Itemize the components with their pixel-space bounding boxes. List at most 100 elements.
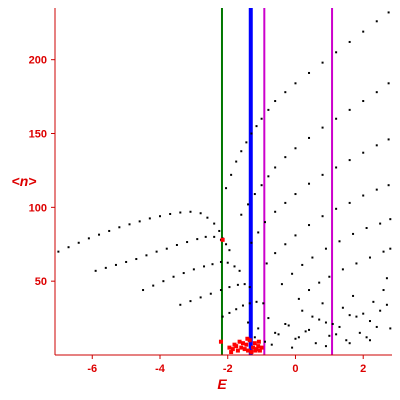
- data-point-s6-8: [308, 136, 311, 139]
- data-point-s5-10: [284, 91, 287, 94]
- data-point-s5-7: [260, 117, 263, 120]
- data-point-s4-4: [248, 302, 251, 305]
- red-point-18: [232, 342, 237, 347]
- data-point-s2-1: [152, 284, 155, 287]
- data-point-s5-5: [250, 132, 253, 135]
- data-point-s10-4: [341, 268, 344, 271]
- axes: [54, 8, 392, 356]
- data-point-s3-7: [243, 283, 246, 286]
- red-point-16: [259, 345, 264, 350]
- data-point-s7-1: [257, 231, 260, 234]
- data-point-s3-8: [248, 286, 251, 289]
- data-point-s0-7: [128, 223, 131, 226]
- data-point-s8-1: [274, 252, 277, 255]
- data-point-s11-37: [253, 336, 256, 339]
- data-point-s11-18: [294, 337, 297, 340]
- data-point-s11-4: [287, 324, 290, 327]
- data-point-s1-10: [196, 238, 199, 241]
- data-point-s5-11: [294, 82, 297, 85]
- y-tick-label-3: 200: [29, 55, 47, 67]
- data-point-s6-11: [348, 108, 351, 111]
- data-point-s0-14: [199, 212, 202, 215]
- data-point-s6-1: [247, 203, 250, 206]
- data-point-s1-6: [155, 250, 158, 253]
- data-point-s11-0: [247, 321, 250, 324]
- data-point-s5-6: [255, 125, 258, 128]
- data-point-s5-1: [230, 173, 233, 176]
- data-point-s8-4: [308, 224, 311, 227]
- data-point-s2-11: [238, 269, 241, 272]
- data-point-s7-2: [263, 221, 266, 224]
- data-point-s9-3: [311, 256, 314, 259]
- data-point-s10-8: [389, 247, 392, 250]
- data-point-s11-42: [368, 339, 371, 342]
- data-point-s0-10: [158, 215, 161, 218]
- data-point-s4-6: [262, 302, 265, 305]
- data-point-s0-13: [189, 210, 192, 213]
- x-tick-label-2: -2: [223, 363, 233, 375]
- data-point-s11-36: [382, 289, 385, 292]
- data-point-s2-5: [192, 268, 195, 271]
- data-point-s2-8: [219, 260, 222, 263]
- data-point-s10-1: [308, 289, 311, 292]
- data-point-s11-32: [341, 306, 344, 309]
- data-point-s11-21: [324, 321, 327, 324]
- data-point-s5-9: [274, 100, 277, 103]
- data-point-s6-12: [362, 100, 365, 103]
- data-point-s8-9: [375, 188, 378, 191]
- data-point-s6-4: [267, 175, 270, 178]
- data-point-s0-11: [169, 212, 172, 215]
- data-point-s8-10: [387, 184, 390, 187]
- data-point-s10-7: [382, 250, 385, 253]
- data-point-s4-3: [241, 304, 244, 307]
- data-point-s5-18: [387, 11, 390, 14]
- data-point-s11-23: [345, 339, 348, 342]
- data-point-s7-4: [284, 201, 287, 204]
- data-point-s2-9: [226, 261, 229, 264]
- data-point-s11-20: [314, 342, 317, 345]
- data-point-s11-29: [311, 315, 314, 318]
- data-point-s11-3: [277, 333, 280, 336]
- data-point-s8-5: [321, 215, 324, 218]
- data-point-s11-40: [324, 345, 327, 348]
- data-point-s1-11: [204, 235, 207, 238]
- red-point-22: [253, 348, 258, 353]
- data-point-s2-0: [142, 289, 145, 292]
- data-point-s11-33: [352, 294, 355, 297]
- red-point-12: [252, 341, 257, 346]
- data-point-s5-0: [225, 187, 228, 190]
- data-point-s3-5: [228, 286, 231, 289]
- data-point-s10-2: [318, 281, 321, 284]
- data-point-s9-1: [291, 272, 294, 275]
- y-axis-ticks: 50 100 150 200: [29, 55, 55, 288]
- data-point-s11-25: [365, 336, 368, 339]
- red-point-14: [256, 344, 261, 349]
- data-point-s8-3: [294, 234, 297, 237]
- data-point-s1-9: [186, 241, 189, 244]
- red-scatter-points: [218, 237, 264, 355]
- data-point-s11-17: [284, 322, 287, 325]
- data-point-s6-7: [294, 147, 297, 150]
- data-point-s0-9: [148, 217, 151, 220]
- data-point-s9-0: [280, 283, 283, 286]
- data-point-s10-3: [328, 275, 331, 278]
- data-point-s0-17: [218, 229, 221, 232]
- data-point-s3-0: [179, 303, 182, 306]
- data-point-s6-14: [387, 82, 390, 85]
- x-axis-ticks: -6 -4 -2 0 2: [87, 355, 366, 375]
- data-point-s1-14: [225, 243, 228, 246]
- data-point-s6-3: [260, 184, 263, 187]
- data-point-s5-17: [375, 20, 378, 23]
- data-point-s8-8: [362, 194, 365, 197]
- data-point-s11-9: [338, 325, 341, 328]
- data-point-s10-5: [355, 262, 358, 265]
- data-point-s8-7: [348, 201, 351, 204]
- red-point-4: [235, 348, 240, 353]
- data-point-s9-9: [389, 218, 392, 221]
- data-point-s11-14: [389, 327, 392, 330]
- y-axis-label: <n>: [12, 173, 37, 189]
- data-point-s7-9: [348, 159, 351, 162]
- vertical-lines: [220, 8, 334, 355]
- data-point-s11-31: [331, 322, 334, 325]
- y-tick-label-2: 150: [29, 129, 47, 141]
